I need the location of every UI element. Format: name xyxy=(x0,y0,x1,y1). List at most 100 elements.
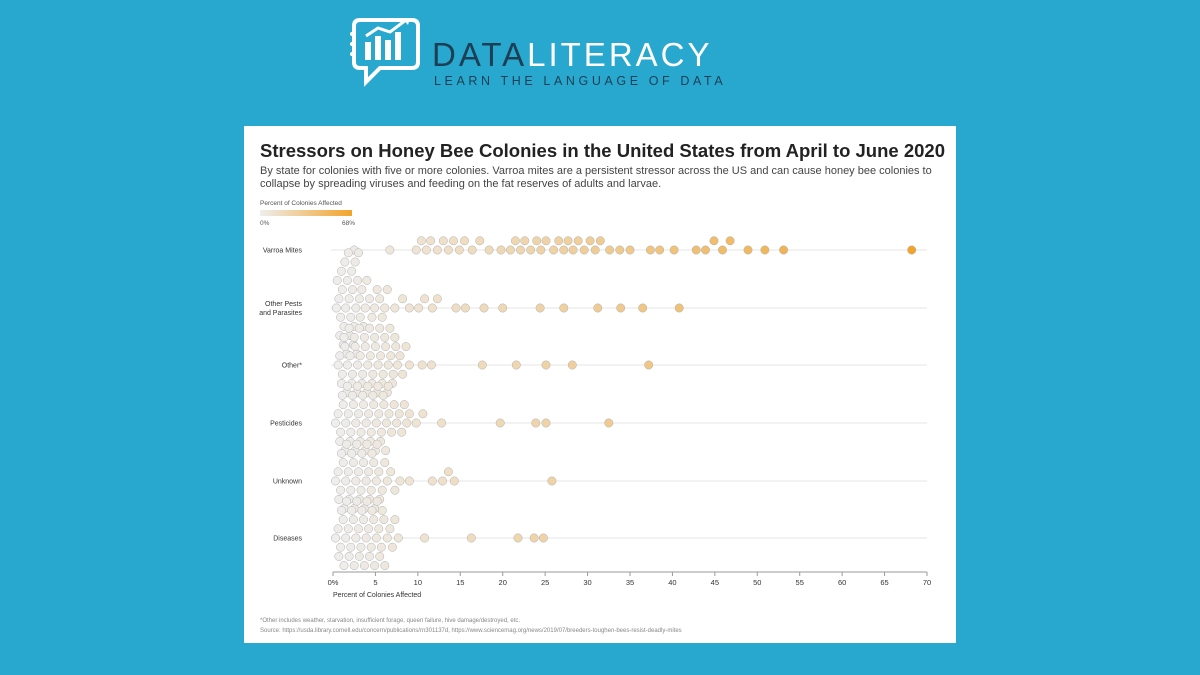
data-point xyxy=(386,351,396,361)
data-point xyxy=(364,467,374,477)
data-point xyxy=(375,551,385,561)
data-point xyxy=(346,427,356,437)
data-point xyxy=(426,360,436,370)
logo-wordmark: DATALITERACY xyxy=(432,38,713,71)
data-point xyxy=(370,332,380,342)
data-point xyxy=(674,303,684,313)
data-point xyxy=(427,303,437,313)
data-point xyxy=(595,236,605,246)
data-point xyxy=(371,418,381,428)
data-point xyxy=(399,400,409,410)
data-point xyxy=(387,427,397,437)
data-point xyxy=(375,323,385,333)
data-point xyxy=(342,360,352,370)
data-point xyxy=(418,409,428,419)
data-point xyxy=(377,485,387,495)
data-point xyxy=(426,236,436,246)
data-point xyxy=(404,476,414,486)
data-point xyxy=(386,467,396,477)
data-point xyxy=(393,360,402,370)
data-point xyxy=(365,351,375,361)
data-point xyxy=(709,236,719,246)
data-point xyxy=(392,418,402,428)
data-point xyxy=(366,485,376,495)
data-point xyxy=(376,542,386,552)
data-point xyxy=(563,236,573,246)
data-point xyxy=(354,467,363,477)
data-point xyxy=(362,275,372,285)
row-label: Other Pests and Parasites xyxy=(259,301,302,317)
data-point xyxy=(372,439,382,449)
data-point xyxy=(368,390,378,400)
data-point xyxy=(337,505,346,515)
data-point xyxy=(347,448,357,458)
data-point xyxy=(538,533,548,543)
data-point xyxy=(383,360,393,370)
data-point xyxy=(535,303,545,313)
data-point xyxy=(420,533,430,543)
data-point xyxy=(529,533,539,543)
data-point xyxy=(532,236,542,246)
data-point xyxy=(414,303,424,313)
data-point xyxy=(404,360,414,370)
row-label: Unknown xyxy=(273,479,302,486)
data-point xyxy=(345,351,355,361)
data-point xyxy=(526,245,536,255)
data-point xyxy=(718,245,727,255)
data-point xyxy=(372,285,382,295)
data-point xyxy=(568,245,578,255)
data-point xyxy=(375,294,385,304)
data-point xyxy=(364,524,374,534)
data-point xyxy=(331,303,341,313)
data-point xyxy=(760,245,770,255)
data-point xyxy=(331,476,340,486)
data-point xyxy=(336,485,346,495)
data-point xyxy=(404,409,414,419)
data-point xyxy=(343,409,353,419)
data-point xyxy=(359,561,369,571)
data-point xyxy=(644,360,654,370)
data-point xyxy=(334,551,344,561)
data-point xyxy=(559,245,569,255)
data-point xyxy=(361,476,371,486)
data-point xyxy=(389,400,399,410)
data-point xyxy=(579,245,589,255)
data-point xyxy=(438,476,447,486)
data-point xyxy=(401,342,411,352)
data-point xyxy=(348,400,358,410)
data-point xyxy=(505,245,515,255)
data-point xyxy=(451,303,461,313)
data-point xyxy=(385,524,395,534)
data-point xyxy=(427,476,437,486)
data-point xyxy=(549,245,559,255)
data-point xyxy=(373,360,383,370)
data-point xyxy=(340,257,350,267)
data-point xyxy=(343,524,353,534)
data-point xyxy=(638,303,648,313)
data-point xyxy=(382,418,391,428)
data-point xyxy=(347,266,357,276)
x-tick-label: 10 xyxy=(414,578,422,587)
data-point xyxy=(348,515,358,525)
data-point xyxy=(354,524,363,534)
data-point xyxy=(669,245,679,255)
data-point xyxy=(559,303,569,313)
data-point xyxy=(331,418,340,428)
x-tick-label: 25 xyxy=(541,578,549,587)
chart-title: Stressors on Honey Bee Colonies in the U… xyxy=(260,140,945,161)
legend-max-label: 68% xyxy=(342,220,356,227)
data-point xyxy=(374,409,384,419)
data-point xyxy=(513,533,523,543)
data-point xyxy=(333,524,343,534)
data-point xyxy=(363,381,373,391)
data-point xyxy=(359,515,368,525)
data-point xyxy=(356,485,366,495)
data-point xyxy=(466,533,476,543)
data-point xyxy=(365,551,374,561)
data-point xyxy=(516,245,525,255)
data-point xyxy=(743,245,753,255)
data-point xyxy=(347,505,357,515)
data-point xyxy=(701,245,710,255)
data-point xyxy=(395,351,405,361)
data-point xyxy=(343,467,353,477)
